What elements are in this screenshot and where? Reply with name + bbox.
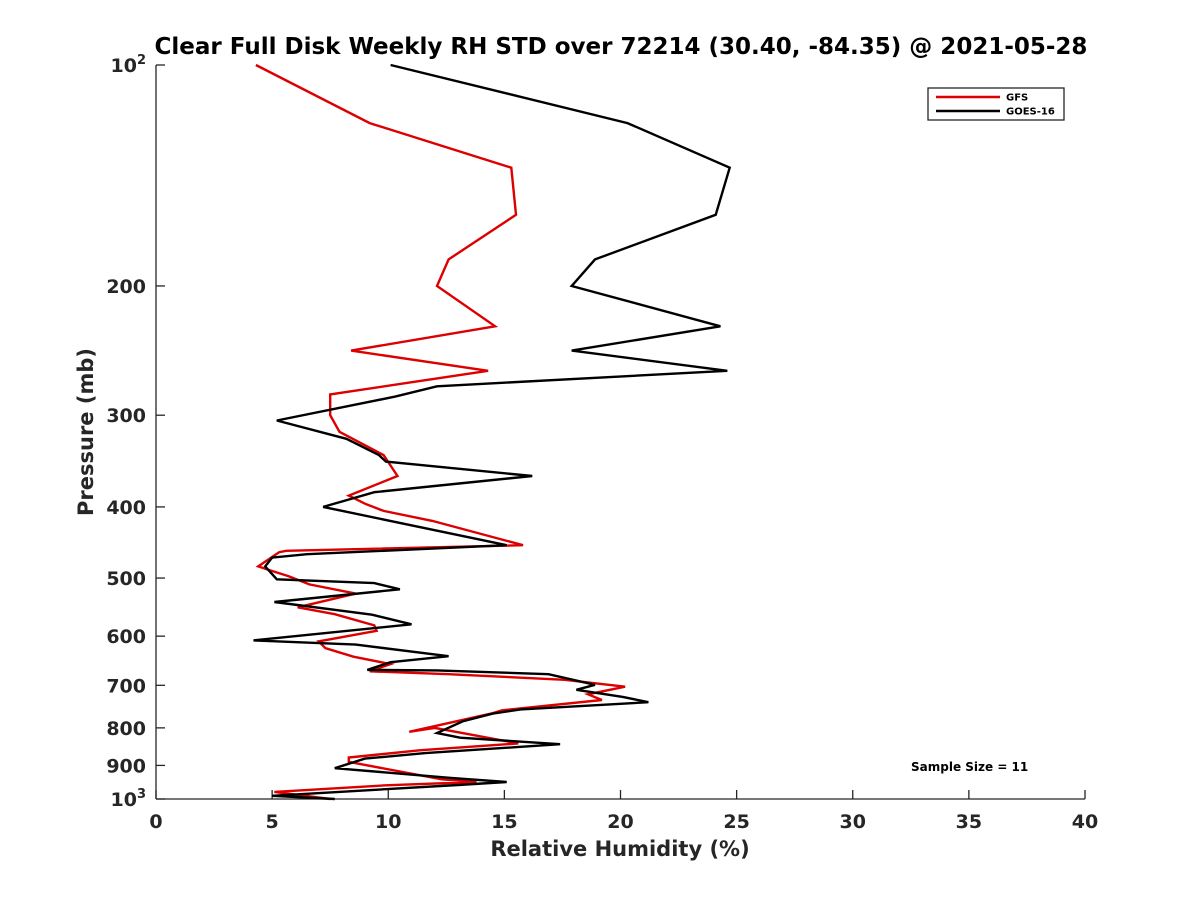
x-tick-label-40: 40 [1072, 811, 1098, 833]
y-tick-label-100: 102 [111, 53, 147, 77]
x-tick-label-15: 15 [491, 811, 517, 833]
y-tick-labels: 200 300 400 500 600 700 800 900 102 103 [106, 53, 146, 811]
y-tick-label-500: 500 [106, 568, 146, 590]
y-tick-label-1000: 103 [111, 787, 147, 811]
legend-label-goes16: GOES-16 [1006, 107, 1055, 118]
y-tick-label-200: 200 [106, 276, 146, 298]
x-tick-label-25: 25 [723, 811, 749, 833]
sample-size-annotation: Sample Size = 11 [911, 760, 1028, 774]
legend-box [927, 87, 1065, 121]
chart-title: Clear Full Disk Weekly RH STD over 72214… [155, 34, 1088, 60]
x-tick-label-10: 10 [375, 811, 401, 833]
legend-label-gfs: GFS [1006, 93, 1028, 104]
y-tick-label-400: 400 [106, 497, 146, 519]
x-tick-label-5: 5 [266, 811, 279, 833]
y-tick-label-800: 800 [106, 718, 146, 740]
series-layer [253, 63, 732, 801]
y-axis-label: Pressure (mb) [74, 348, 98, 516]
series-line-goes16 [253, 63, 732, 801]
x-tick-label-20: 20 [607, 811, 633, 833]
x-tick-label-35: 35 [956, 811, 982, 833]
x-tick-label-0: 0 [149, 811, 162, 833]
x-tick-label-30: 30 [840, 811, 866, 833]
y-tick-label-700: 700 [106, 675, 146, 697]
legend: GFS GOES-16 [927, 87, 1065, 121]
y-tick-label-900: 900 [106, 755, 146, 777]
x-tick-labels: 0 5 10 15 20 25 30 35 40 [149, 811, 1098, 833]
y-tick-label-300: 300 [106, 405, 146, 427]
series-line-gfs [255, 63, 626, 801]
y-tick-label-600: 600 [106, 626, 146, 648]
x-axis-label: Relative Humidity (%) [490, 837, 749, 861]
